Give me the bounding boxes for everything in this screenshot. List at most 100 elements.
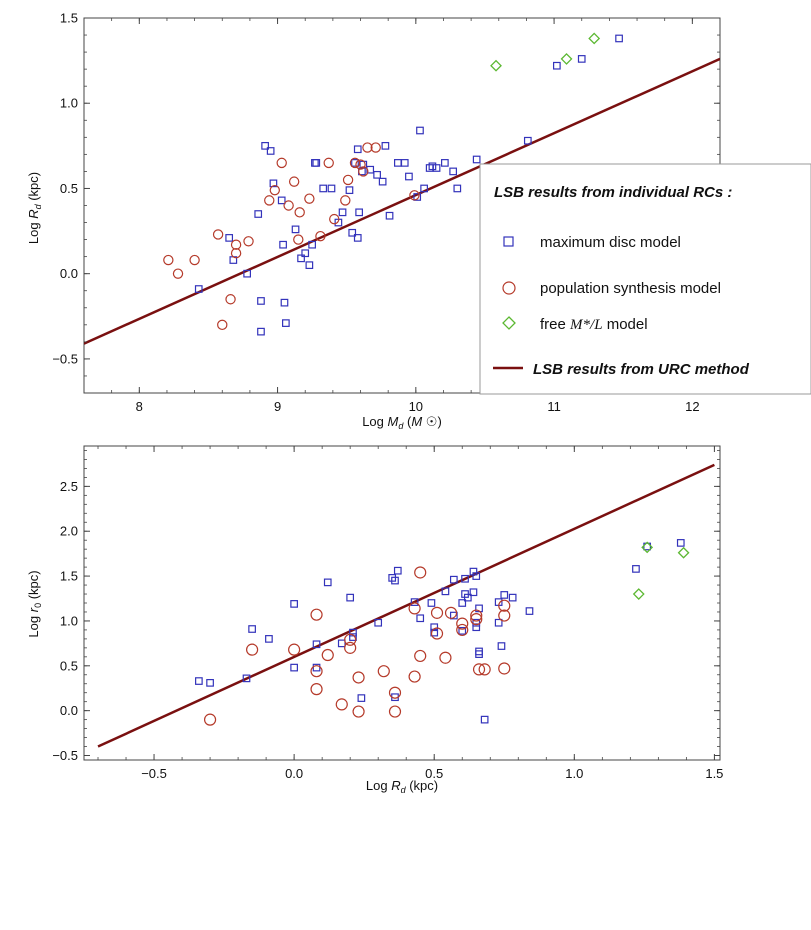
top-max-disc-point	[280, 298, 289, 307]
top-max-disc-point	[453, 184, 462, 193]
top-max-disc-point	[261, 141, 269, 150]
bottom-max-disc-point	[349, 633, 357, 641]
top-pop-synth-point	[342, 174, 354, 186]
top-max-disc-point	[378, 177, 387, 186]
bottom-max-disc-point	[427, 599, 436, 607]
bottom-max-disc-point	[195, 677, 203, 685]
bottom-max-disc-point	[242, 674, 251, 683]
bottom-y-axis-label: Log r0 (kpc)	[26, 570, 43, 637]
bottom-y-tick-label: 2.0	[60, 524, 78, 539]
bottom-max-disc-point	[475, 604, 483, 613]
bottom-pop-synth-point	[203, 713, 217, 726]
top-max-disc-point	[449, 167, 458, 176]
bottom-pop-synth-point	[408, 670, 421, 683]
top-pop-synth-point	[370, 142, 381, 153]
bottom-max-disc-point	[449, 575, 458, 584]
bottom-panel: −0.5 0.0 0.5 1.0 1.5 −0.5 0.0 0.5 1.0 1.5 2.0 2.5 L…	[26, 445, 723, 795]
top-y-tick-label: 0.0	[60, 266, 78, 281]
top-urc-line	[84, 57, 720, 345]
top-max-disc-point	[291, 225, 300, 234]
bottom-pop-synth-point	[246, 643, 259, 656]
bottom-max-disc-point	[458, 599, 467, 607]
bottom-pop-synth-point	[414, 566, 427, 579]
bottom-free-ml-point	[641, 541, 654, 554]
top-max-disc-point	[405, 172, 413, 181]
bottom-x-tick-label: −0.5	[141, 766, 167, 781]
top-free-ml-point	[588, 32, 601, 45]
top-max-disc-point	[428, 162, 437, 171]
top-pop-synth-point	[225, 294, 236, 305]
legend-box	[479, 163, 811, 395]
top-pop-synth-point	[163, 254, 174, 266]
bottom-marks-layer	[195, 539, 690, 726]
bottom-y-tick-label: 2.5	[60, 479, 78, 494]
bottom-pop-synth-point	[478, 663, 491, 676]
bottom-pop-synth-point	[498, 609, 511, 622]
bottom-max-disc-point	[497, 642, 506, 650]
top-ticks-layer: 8 9 10 11 12 −0.5 0.0 0.5 1.0 1.5	[52, 11, 721, 414]
legend-max-disc-label: maximum disc model	[540, 234, 681, 251]
legend-free-ml-marker	[502, 316, 516, 330]
top-x-tick-label: 12	[685, 399, 699, 414]
bottom-pop-synth-point	[430, 627, 444, 640]
top-max-disc-point	[194, 285, 203, 293]
top-max-disc-point	[381, 141, 390, 150]
bottom-x-tick-label: 0.0	[285, 766, 303, 781]
top-x-axis-label: Log Md (M ☉)	[362, 414, 442, 431]
bottom-free-ml-point	[677, 546, 690, 559]
bottom-y-tick-label: 1.5	[60, 569, 78, 584]
top-pop-synth-point	[349, 157, 361, 169]
bottom-y-tick-label: −0.5	[52, 748, 78, 763]
top-max-disc-point	[353, 234, 362, 242]
legend: LSB results from individual RCs : maximu…	[479, 163, 811, 395]
top-pop-synth-point	[283, 200, 294, 211]
top-max-disc-point	[577, 55, 586, 63]
top-pop-synth-point	[172, 268, 184, 279]
top-pop-synth-point	[362, 142, 373, 153]
bottom-x-tick-label: 1.0	[565, 766, 583, 781]
legend-title: LSB results from individual RCs :	[494, 184, 732, 201]
top-pop-synth-point	[288, 176, 300, 187]
bottom-max-disc-point	[472, 623, 481, 632]
bottom-ticks-layer: −0.5 0.0 0.5 1.0 1.5 −0.5 0.0 0.5 1.0 1.5 2.0 2.5	[52, 446, 723, 781]
bottom-max-disc-point	[391, 576, 399, 585]
bottom-pop-synth-point	[352, 671, 365, 684]
top-max-disc-point	[345, 186, 354, 195]
top-x-tick-label: 9	[274, 399, 281, 414]
legend-pop-synth-marker	[502, 281, 516, 295]
bottom-max-disc-point	[463, 593, 472, 602]
top-pop-synth-point	[304, 193, 315, 204]
bottom-max-disc-point	[393, 566, 402, 575]
legend-pop-synth-label: population synthesis model	[540, 280, 721, 297]
bottom-max-disc-point	[290, 663, 298, 672]
bottom-x-tick-label: 1.5	[705, 766, 723, 781]
bottom-max-disc-point	[676, 539, 685, 547]
top-x-tick-label: 11	[547, 399, 561, 414]
top-max-disc-point	[243, 269, 251, 278]
top-pop-synth-point	[243, 236, 254, 247]
top-max-disc-point	[279, 240, 287, 249]
bottom-free-ml-point	[632, 588, 645, 600]
top-max-disc-point	[416, 126, 424, 135]
top-y-axis-label: Log Rd (kpc)	[26, 172, 43, 244]
bottom-y-tick-label: 1.0	[60, 613, 78, 628]
top-max-disc-point	[400, 159, 409, 167]
top-line-layer	[84, 57, 720, 345]
top-max-disc-point	[308, 240, 316, 249]
top-pop-synth-point	[358, 166, 369, 177]
legend-urc-label: LSB results from URC method	[533, 361, 750, 378]
bottom-max-disc-point	[508, 593, 517, 602]
top-max-disc-point	[257, 327, 265, 336]
bottom-pop-synth-point	[408, 602, 421, 615]
top-y-tick-label: −0.5	[52, 351, 78, 366]
bottom-line-layer	[97, 463, 715, 748]
bottom-max-disc-point	[337, 639, 346, 648]
bottom-max-disc-point	[206, 678, 214, 687]
bottom-max-disc-point	[472, 618, 481, 627]
top-max-disc-point	[338, 208, 347, 217]
bottom-pop-synth-point	[456, 617, 469, 630]
bottom-max-disc-point	[312, 640, 321, 649]
bottom-max-disc-point	[410, 598, 419, 606]
bottom-pop-synth-point	[470, 613, 483, 626]
bottom-pop-synth-point	[470, 609, 483, 622]
